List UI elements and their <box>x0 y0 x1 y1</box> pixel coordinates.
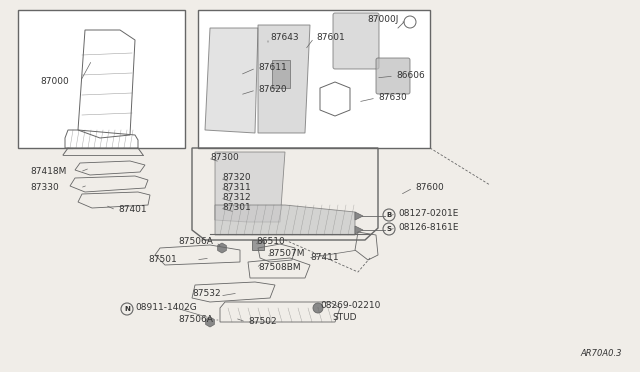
Text: 87620: 87620 <box>258 86 287 94</box>
Text: 87000: 87000 <box>40 77 68 87</box>
Text: STUD: STUD <box>332 312 356 321</box>
Circle shape <box>313 303 323 313</box>
Text: 87418M: 87418M <box>30 167 67 176</box>
Text: 87300: 87300 <box>210 154 239 163</box>
Text: 87000J: 87000J <box>367 16 398 25</box>
Text: 87401: 87401 <box>118 205 147 215</box>
Text: 08127-0201E: 08127-0201E <box>398 209 458 218</box>
Text: 08911-1402G: 08911-1402G <box>135 304 196 312</box>
Bar <box>198 10 430 148</box>
Text: 87532: 87532 <box>192 289 221 298</box>
Text: AR70A0.3: AR70A0.3 <box>580 349 622 358</box>
Bar <box>252 240 264 250</box>
Text: 87630: 87630 <box>378 93 407 103</box>
Text: 86606: 86606 <box>396 71 425 80</box>
Text: 87320: 87320 <box>222 173 251 183</box>
Text: 87502: 87502 <box>248 317 276 327</box>
Text: 87501: 87501 <box>148 256 177 264</box>
Text: 87508BM: 87508BM <box>258 263 301 273</box>
Text: 87330: 87330 <box>30 183 59 192</box>
Text: 87506A: 87506A <box>178 237 213 247</box>
Polygon shape <box>215 205 355 235</box>
Text: 87601: 87601 <box>316 33 345 42</box>
Text: N: N <box>124 306 130 312</box>
Text: 87643: 87643 <box>270 33 299 42</box>
FancyBboxPatch shape <box>333 13 379 69</box>
Polygon shape <box>355 212 363 220</box>
Bar <box>18 10 185 148</box>
Text: 86510: 86510 <box>256 237 285 247</box>
Text: 87301: 87301 <box>222 203 251 212</box>
Polygon shape <box>215 152 285 222</box>
Text: S: S <box>387 226 392 232</box>
Text: 87600: 87600 <box>415 183 444 192</box>
Text: 87411: 87411 <box>310 253 339 263</box>
Text: 08269-02210: 08269-02210 <box>320 301 380 310</box>
Text: 87312: 87312 <box>222 193 251 202</box>
Text: 87506A: 87506A <box>178 315 213 324</box>
Text: 87507M: 87507M <box>268 250 305 259</box>
Text: 08126-8161E: 08126-8161E <box>398 224 458 232</box>
Text: B: B <box>387 212 392 218</box>
Text: 87311: 87311 <box>222 183 251 192</box>
Polygon shape <box>205 28 258 133</box>
FancyBboxPatch shape <box>376 58 410 94</box>
Bar <box>272 60 290 88</box>
Polygon shape <box>258 25 310 133</box>
Polygon shape <box>355 226 363 234</box>
Text: 87611: 87611 <box>258 64 287 73</box>
